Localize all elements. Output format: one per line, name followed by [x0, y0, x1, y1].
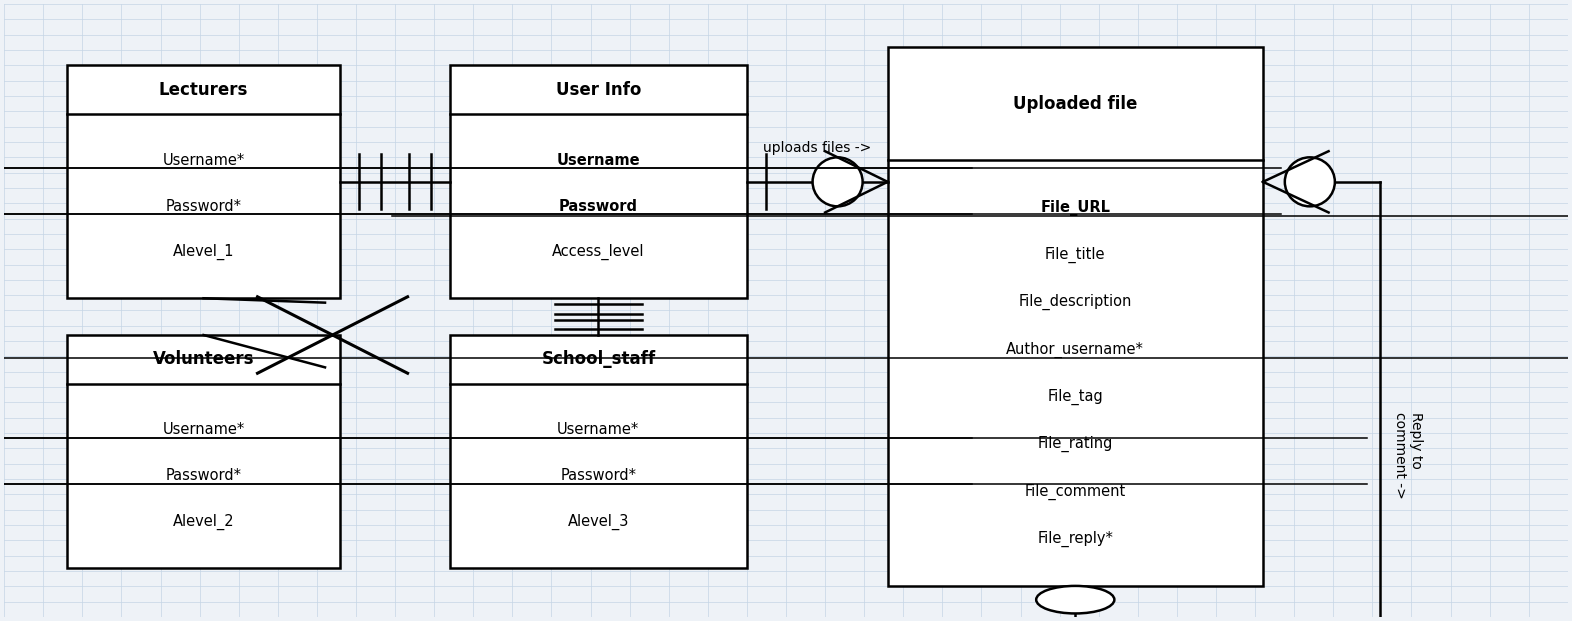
Ellipse shape [1036, 586, 1115, 614]
Bar [66, 65, 341, 298]
Bar [450, 65, 747, 298]
Text: File_URL: File_URL [1041, 199, 1110, 215]
Ellipse shape [813, 157, 863, 206]
Text: Password*: Password* [165, 199, 242, 214]
Bar [888, 47, 1262, 586]
Text: Author_username*: Author_username* [1006, 342, 1144, 358]
Text: Alevel_3: Alevel_3 [567, 514, 629, 530]
Text: Uploaded file: Uploaded file [1012, 94, 1138, 112]
Text: Username: Username [556, 153, 640, 168]
Text: File_rating: File_rating [1038, 436, 1113, 452]
Text: Password: Password [560, 199, 638, 214]
Text: File_description: File_description [1019, 294, 1132, 310]
Text: Alevel_1: Alevel_1 [173, 244, 234, 260]
Text: uploads files ->: uploads files -> [762, 141, 871, 155]
Text: Access_level: Access_level [552, 244, 645, 260]
Bar [66, 335, 341, 568]
Text: Username*: Username* [162, 153, 245, 168]
Text: Lecturers: Lecturers [159, 81, 248, 99]
Text: Alevel_2: Alevel_2 [173, 514, 234, 530]
Text: File_tag: File_tag [1047, 389, 1104, 405]
Text: User Info: User Info [555, 81, 641, 99]
Text: Reply to
comment ->: Reply to comment -> [1393, 412, 1423, 498]
Text: School_staff: School_staff [541, 350, 656, 368]
Text: File_comment: File_comment [1025, 483, 1126, 500]
Text: Password*: Password* [165, 468, 242, 483]
Text: Password*: Password* [560, 468, 637, 483]
Text: Username*: Username* [556, 422, 640, 437]
Text: File_reply*: File_reply* [1038, 531, 1113, 547]
Ellipse shape [1284, 157, 1335, 206]
Text: Volunteers: Volunteers [152, 350, 255, 368]
Text: File_title: File_title [1045, 247, 1105, 263]
Bar [450, 335, 747, 568]
Text: Username*: Username* [162, 422, 245, 437]
